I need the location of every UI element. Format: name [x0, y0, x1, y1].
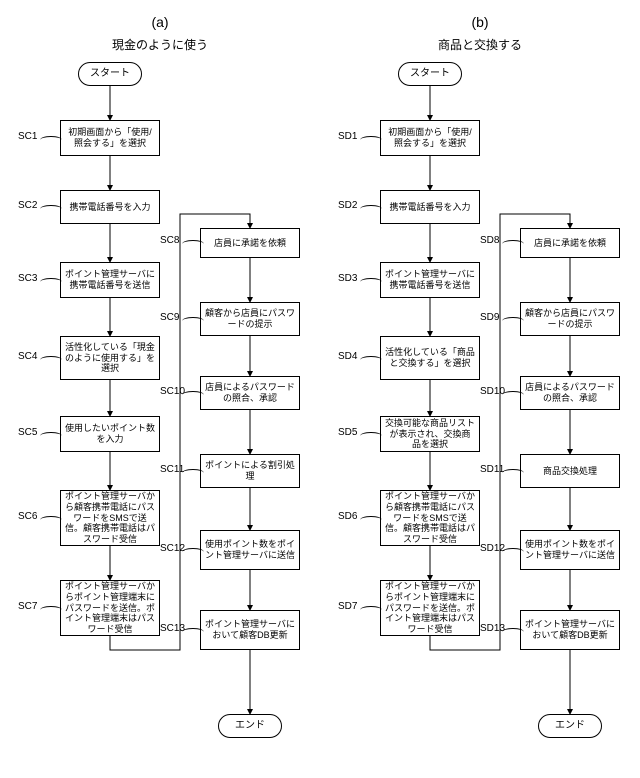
- connector-SC3: [40, 278, 62, 286]
- label-SC9: SC9: [160, 312, 179, 323]
- process-SC13: ポイント管理サーバにおいて顧客DB更新: [200, 610, 300, 650]
- connector-SC7: [40, 606, 62, 614]
- process-SC4: 活性化している「現金のように使用する」を選択: [60, 336, 160, 380]
- connector-SD3: [360, 278, 382, 286]
- process-SC6: ポイント管理サーバから顧客携帯電話にパスワードをSMSで送信。顧客携帯電話はパス…: [60, 490, 160, 546]
- process-SD1: 初期画面から「使用/照会する」を選択: [380, 120, 480, 156]
- label-SC3: SC3: [18, 273, 37, 284]
- label-SD4: SD4: [338, 351, 357, 362]
- panel-a: (a) 現金のように使う スタート初期画面から「使用/照会する」を選択 SC1 携帯…: [0, 0, 320, 778]
- label-SD9: SD9: [480, 312, 499, 323]
- label-SD1: SD1: [338, 131, 357, 142]
- label-SC8: SC8: [160, 235, 179, 246]
- start-terminator: スタート: [398, 62, 462, 86]
- process-SD13: ポイント管理サーバにおいて顧客DB更新: [520, 610, 620, 650]
- panel-b: (b) 商品と交換する スタート初期画面から「使用/照会する」を選択 SD1 携帯電…: [320, 0, 640, 778]
- panel-a-header: (a): [0, 14, 320, 30]
- connector-SC2: [40, 205, 62, 213]
- panel-b-header: (b): [320, 14, 640, 30]
- connector-SD5: [360, 432, 382, 440]
- connector-SC12: [182, 548, 204, 556]
- process-SC10: 店員によるパスワードの照合、承認: [200, 376, 300, 410]
- process-SC7: ポイント管理サーバからポイント管理端末にパスワードを送信。ポイント管理端末はパス…: [60, 580, 160, 636]
- connector-SD1: [360, 136, 382, 144]
- process-SD12: 使用ポイント数をポイント管理サーバに送信: [520, 530, 620, 570]
- connector-SD10: [502, 391, 524, 399]
- panel-a-title: 現金のように使う: [0, 36, 320, 53]
- process-SC1: 初期画面から「使用/照会する」を選択: [60, 120, 160, 156]
- connector-SC10: [182, 391, 204, 399]
- connector-SD12: [502, 548, 524, 556]
- connector-SD8: [502, 240, 524, 248]
- connector-SC11: [182, 469, 204, 477]
- label-SC5: SC5: [18, 427, 37, 438]
- label-SC6: SC6: [18, 511, 37, 522]
- connector-SC6: [40, 516, 62, 524]
- connector-SD6: [360, 516, 382, 524]
- connector-SD9: [502, 317, 524, 325]
- end-terminator: エンド: [218, 714, 282, 738]
- process-SD2: 携帯電話番号を入力: [380, 190, 480, 224]
- connector-SD13: [502, 628, 524, 636]
- label-SD3: SD3: [338, 273, 357, 284]
- label-SC1: SC1: [18, 131, 37, 142]
- label-SD6: SD6: [338, 511, 357, 522]
- process-SC11: ポイントによる割引処理: [200, 454, 300, 488]
- start-terminator: スタート: [78, 62, 142, 86]
- process-SD9: 顧客から店員にパスワードの提示: [520, 302, 620, 336]
- label-SD2: SD2: [338, 200, 357, 211]
- process-SC3: ポイント管理サーバに携帯電話番号を送信: [60, 262, 160, 298]
- process-SD3: ポイント管理サーバに携帯電話番号を送信: [380, 262, 480, 298]
- label-SD5: SD5: [338, 427, 357, 438]
- label-SC7: SC7: [18, 601, 37, 612]
- connector-SD4: [360, 356, 382, 364]
- connector-SC13: [182, 628, 204, 636]
- connector-SC1: [40, 136, 62, 144]
- label-SD7: SD7: [338, 601, 357, 612]
- label-SC2: SC2: [18, 200, 37, 211]
- process-SC12: 使用ポイント数をポイント管理サーバに送信: [200, 530, 300, 570]
- end-terminator: エンド: [538, 714, 602, 738]
- connector-SC8: [182, 240, 204, 248]
- process-SC9: 顧客から店員にパスワードの提示: [200, 302, 300, 336]
- process-SD8: 店員に承諾を依頼: [520, 228, 620, 258]
- process-SD10: 店員によるパスワードの照合、承認: [520, 376, 620, 410]
- process-SD7: ポイント管理サーバからポイント管理端末にパスワードを送信。ポイント管理端末はパス…: [380, 580, 480, 636]
- process-SC2: 携帯電話番号を入力: [60, 190, 160, 224]
- label-SD11: SD11: [480, 464, 504, 475]
- connector-SD2: [360, 205, 382, 213]
- process-SC8: 店員に承諾を依頼: [200, 228, 300, 258]
- connector-SC5: [40, 432, 62, 440]
- connector-SC9: [182, 317, 204, 325]
- connector-SD7: [360, 606, 382, 614]
- process-SD6: ポイント管理サーバから顧客携帯電話にパスワードをSMSで送信。顧客携帯電話はパス…: [380, 490, 480, 546]
- process-SD11: 商品交換処理: [520, 454, 620, 488]
- label-SD8: SD8: [480, 235, 499, 246]
- label-SC11: SC11: [160, 464, 184, 475]
- label-SC4: SC4: [18, 351, 37, 362]
- connector-SC4: [40, 356, 62, 364]
- connector-SD11: [502, 469, 524, 477]
- process-SD5: 交換可能な商品リストが表示され、交換商品を選択: [380, 416, 480, 452]
- panel-b-title: 商品と交換する: [320, 36, 640, 53]
- process-SD4: 活性化している「商品と交換する」を選択: [380, 336, 480, 380]
- process-SC5: 使用したいポイント数を入力: [60, 416, 160, 452]
